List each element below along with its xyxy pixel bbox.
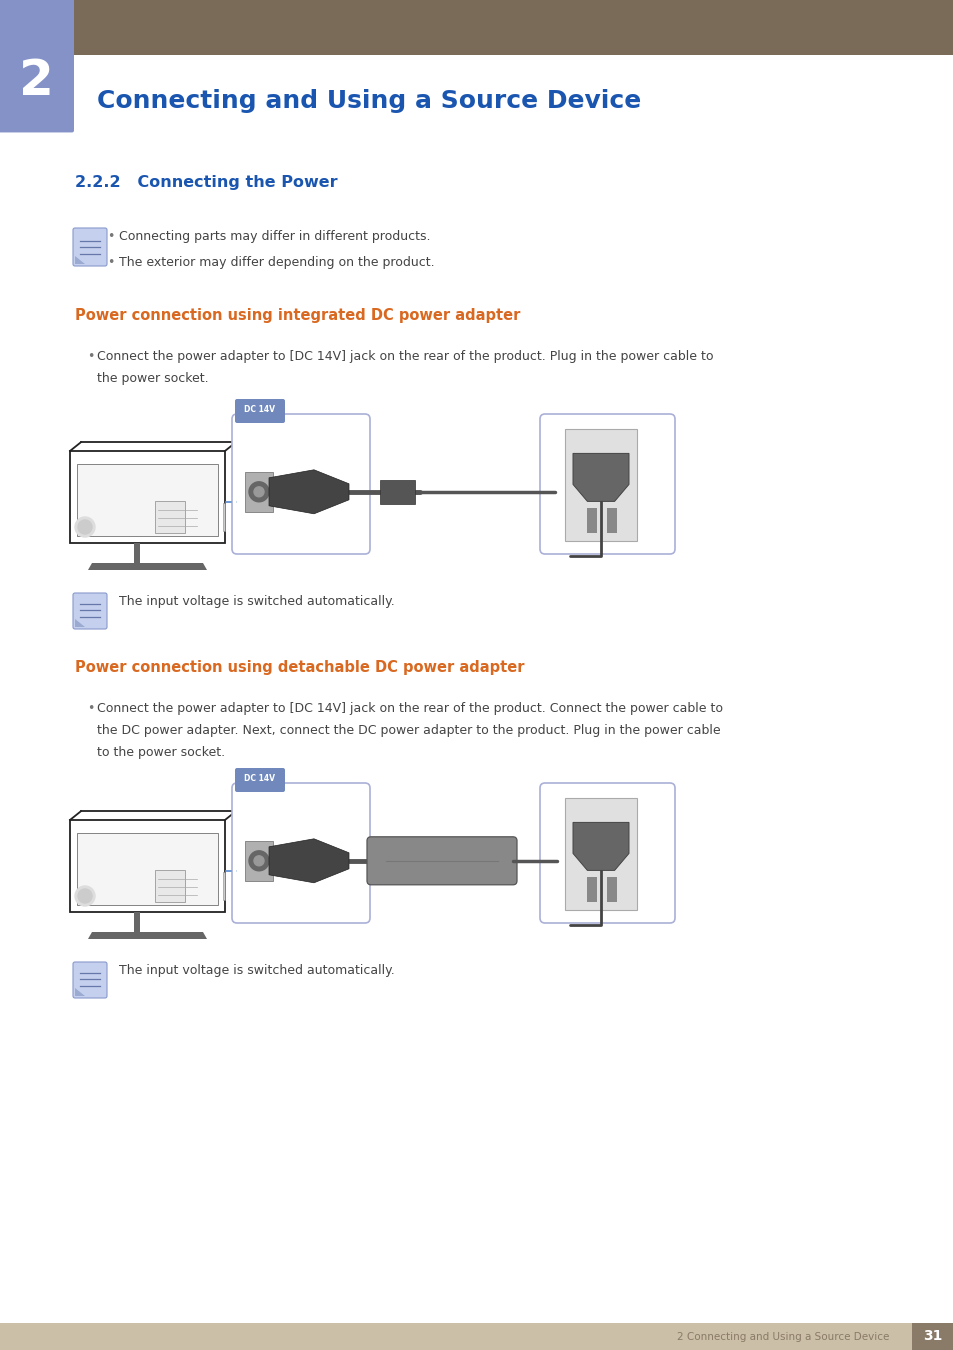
FancyBboxPatch shape [73, 593, 107, 629]
Circle shape [75, 886, 95, 906]
Bar [155, 869, 185, 902]
Text: Connecting parts may differ in different products.: Connecting parts may differ in different… [119, 230, 430, 243]
FancyBboxPatch shape [234, 768, 285, 792]
Bar [223, 504, 225, 531]
FancyBboxPatch shape [234, 400, 285, 423]
Text: The input voltage is switched automatically.: The input voltage is switched automatica… [119, 964, 395, 977]
Text: Connect the power adapter to [DC 14V] jack on the rear of the product. Plug in t: Connect the power adapter to [DC 14V] ja… [97, 350, 713, 363]
FancyBboxPatch shape [539, 783, 675, 923]
Bar [70, 819, 225, 913]
Circle shape [75, 517, 95, 537]
Polygon shape [573, 454, 628, 501]
Text: Connect the power adapter to [DC 14V] jack on the rear of the product. Connect t: Connect the power adapter to [DC 14V] ja… [97, 702, 722, 716]
FancyBboxPatch shape [232, 414, 370, 554]
Circle shape [249, 482, 269, 502]
Polygon shape [88, 563, 207, 570]
FancyBboxPatch shape [73, 963, 107, 998]
Bar [564, 798, 637, 910]
FancyBboxPatch shape [232, 783, 370, 923]
Text: The input voltage is switched automatically.: The input voltage is switched automatica… [119, 595, 395, 608]
Bar [70, 451, 225, 543]
Bar [155, 501, 185, 533]
Polygon shape [75, 620, 85, 626]
Circle shape [78, 890, 91, 903]
Bar [0, 1323, 953, 1350]
Circle shape [253, 856, 264, 865]
Text: 31: 31 [923, 1330, 942, 1343]
Bar [77, 464, 218, 536]
Bar [133, 543, 139, 563]
FancyBboxPatch shape [0, 0, 74, 132]
Text: The exterior may differ depending on the product.: The exterior may differ depending on the… [119, 256, 435, 269]
Bar [379, 479, 415, 504]
Text: •: • [107, 230, 114, 243]
Circle shape [78, 520, 91, 535]
Bar [0, 0, 953, 55]
Bar [223, 872, 225, 900]
Text: •: • [87, 350, 94, 363]
Polygon shape [269, 838, 349, 883]
Polygon shape [573, 822, 628, 871]
Text: 2: 2 [18, 57, 53, 105]
Bar [133, 913, 139, 931]
Text: to the power socket.: to the power socket. [97, 747, 225, 759]
Bar [586, 878, 597, 902]
Polygon shape [88, 931, 207, 940]
Bar [245, 471, 273, 512]
Bar [564, 429, 637, 541]
Bar [911, 1323, 953, 1350]
Text: •: • [87, 702, 94, 716]
Bar [77, 833, 218, 905]
Bar [606, 508, 617, 533]
Bar [245, 841, 273, 880]
Text: 2 Connecting and Using a Source Device: 2 Connecting and Using a Source Device [676, 1331, 888, 1342]
Text: •: • [107, 256, 114, 269]
Text: the DC power adapter. Next, connect the DC power adapter to the product. Plug in: the DC power adapter. Next, connect the … [97, 724, 720, 737]
Polygon shape [75, 988, 85, 996]
FancyBboxPatch shape [539, 414, 675, 554]
Circle shape [249, 850, 269, 871]
Polygon shape [75, 256, 85, 265]
Bar [606, 878, 617, 902]
Text: 2.2.2   Connecting the Power: 2.2.2 Connecting the Power [75, 176, 337, 190]
Text: DC 14V: DC 14V [244, 405, 275, 414]
Text: Power connection using detachable DC power adapter: Power connection using detachable DC pow… [75, 660, 524, 675]
Bar [0, 55, 953, 147]
Text: Connecting and Using a Source Device: Connecting and Using a Source Device [97, 89, 640, 113]
Bar [586, 508, 597, 533]
Text: DC 14V: DC 14V [244, 775, 275, 783]
Text: the power socket.: the power socket. [97, 373, 209, 385]
Circle shape [253, 487, 264, 497]
Text: Power connection using integrated DC power adapter: Power connection using integrated DC pow… [75, 308, 519, 323]
Polygon shape [269, 470, 349, 514]
FancyBboxPatch shape [367, 837, 517, 884]
FancyBboxPatch shape [73, 228, 107, 266]
